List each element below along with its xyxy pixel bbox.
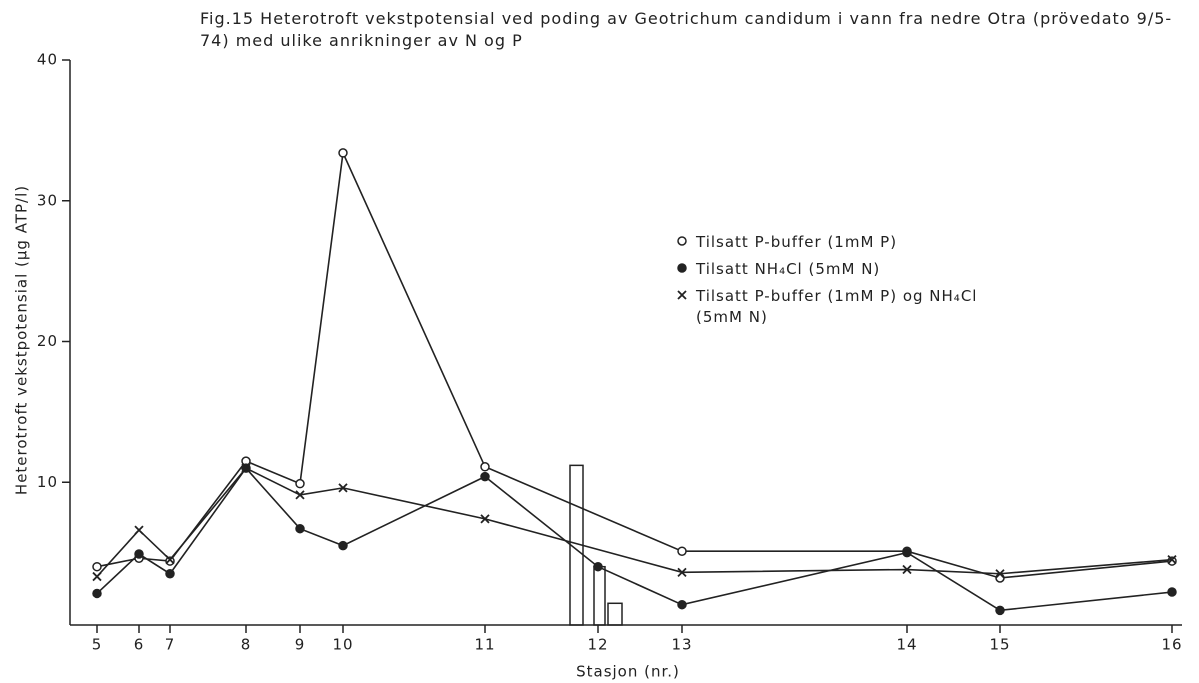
legend: Tilsatt P-buffer (1mM P) Tilsatt NH₄Cl (5… [676,232,996,334]
point [677,567,687,577]
point [480,471,490,482]
cross [165,555,175,565]
point [295,523,305,534]
point [677,599,687,610]
legend-entry: Tilsatt NH₄Cl (5mM N) [676,259,996,280]
cross [134,525,144,535]
y-tick-label: 20 [37,332,58,350]
x-tick-label: 15 [989,636,1010,654]
point [338,148,348,158]
legend-entry: Tilsatt P-buffer (1mM P) [676,232,996,253]
cross [677,567,687,577]
point [338,483,348,493]
x-axis-label: Stasjon (nr.) [576,663,680,681]
cross [92,571,102,582]
legend-marker [677,290,687,300]
cross [241,463,251,473]
point [677,546,687,556]
point [134,525,144,535]
y-axis-label: Heterotroft vekstpotensial (µg ATP/l) [13,185,31,495]
legend-label: Tilsatt NH₄Cl (5mM N) [696,260,881,278]
cross [338,483,348,493]
point [338,540,348,551]
point [902,564,912,575]
point [92,571,102,582]
x-tick-label: 14 [896,636,917,654]
legend-entry: Tilsatt P-buffer (1mM P) og NH₄Cl (5mM N… [676,286,996,328]
y-tick-label: 40 [37,51,58,69]
point [165,556,175,566]
point [295,478,305,489]
point [92,588,102,599]
y-tick-label: 10 [37,473,58,491]
bar [593,565,606,626]
cross [902,564,912,575]
series-line [96,466,1173,612]
bar [607,602,623,626]
legend-marker [677,236,687,246]
legend-label: Tilsatt P-buffer (1mM P) og NH₄Cl (5mM N… [696,287,978,326]
point [995,573,1005,583]
cross [995,569,1005,579]
point [1167,587,1177,597]
x-tick-label: 12 [587,636,608,654]
x-tick-label: 16 [1161,636,1182,654]
x-tick-label: 13 [671,636,692,654]
x-tick-label: 8 [241,636,252,654]
x-tick-label: 6 [134,636,145,654]
point [902,547,912,558]
legend-marker [677,263,687,273]
x-tick-label: 5 [92,636,103,654]
point [480,514,490,524]
point [92,561,102,572]
series-line [96,150,1173,579]
point [241,463,251,473]
point [480,462,490,472]
cross [480,514,490,524]
chart-title: Fig.15 Heterotroft vekstpotensial ved po… [200,9,1173,50]
point [295,490,305,500]
cross [295,490,305,500]
x-tick-label: 10 [332,636,353,654]
cross [677,290,687,300]
x-tick-label: 9 [295,636,306,654]
point [677,290,687,300]
point [995,569,1005,579]
point [593,561,603,572]
legend-label: Tilsatt P-buffer (1mM P) [696,233,898,251]
point [165,568,175,579]
point [165,555,175,565]
y-tick-label: 30 [37,191,58,209]
point [1167,556,1177,566]
point [677,236,687,246]
x-tick-label: 11 [474,636,495,654]
x-tick-label: 7 [165,636,176,654]
cross [1167,555,1177,565]
series-line [96,467,1173,578]
point [1167,555,1177,565]
point [677,263,687,273]
point [134,549,144,559]
point [995,605,1005,616]
